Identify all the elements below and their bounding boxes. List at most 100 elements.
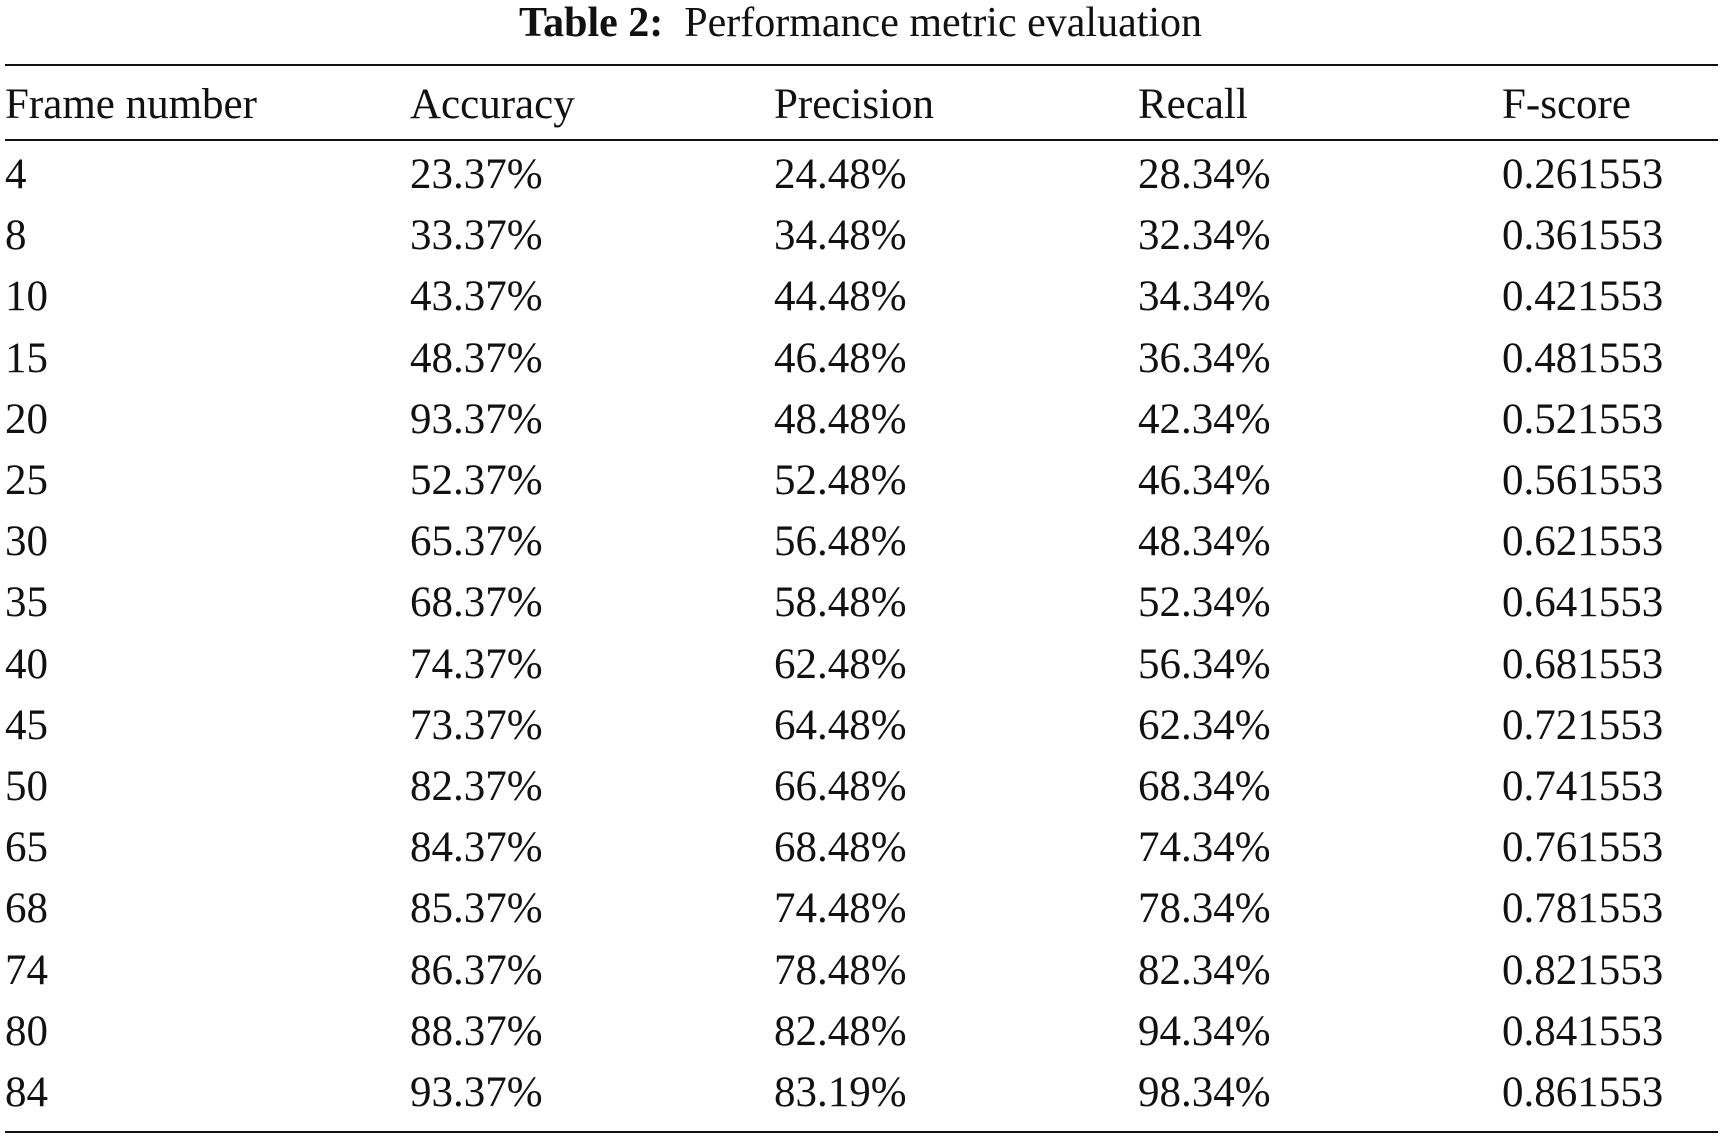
cell-f-score: 0.821553: [1502, 946, 1664, 994]
cell-frame-number: 74: [5, 946, 48, 994]
cell-frame-number: 35: [5, 579, 48, 627]
table-row: 30 65.37% 56.48% 48.34% 0.621553: [5, 511, 1718, 572]
cell-frame-number: 10: [5, 273, 48, 321]
header-accuracy: Accuracy: [410, 81, 575, 128]
cell-f-score: 0.841553: [1502, 1007, 1664, 1055]
cell-f-score: 0.521553: [1502, 395, 1664, 443]
table-row: 45 73.37% 64.48% 62.34% 0.721553: [5, 695, 1718, 756]
cell-frame-number: 20: [5, 395, 48, 443]
cell-accuracy: 68.37%: [410, 579, 543, 627]
table-header-row: Frame number Accuracy Precision Recall F…: [5, 66, 1718, 141]
cell-precision: 58.48%: [774, 579, 907, 627]
cell-recall: 98.34%: [1138, 1068, 1271, 1116]
cell-accuracy: 93.37%: [410, 395, 543, 443]
cell-f-score: 0.641553: [1502, 579, 1664, 627]
table-row: 8 33.37% 34.48% 32.34% 0.361553: [5, 205, 1718, 266]
table-header-rule: [5, 139, 1718, 141]
cell-f-score: 0.261553: [1502, 151, 1664, 199]
cell-f-score: 0.761553: [1502, 824, 1664, 872]
table-row: 74 86.37% 78.48% 82.34% 0.821553: [5, 939, 1718, 1000]
cell-f-score: 0.561553: [1502, 457, 1664, 505]
cell-f-score: 0.481553: [1502, 334, 1664, 382]
cell-accuracy: 88.37%: [410, 1007, 543, 1055]
cell-f-score: 0.681553: [1502, 640, 1664, 688]
cell-precision: 24.48%: [774, 151, 907, 199]
cell-recall: 36.34%: [1138, 334, 1271, 382]
cell-precision: 62.48%: [774, 640, 907, 688]
cell-accuracy: 48.37%: [410, 334, 543, 382]
cell-precision: 68.48%: [774, 824, 907, 872]
table-caption: Table 2: Performance metric evaluation: [0, 0, 1721, 56]
table-row: 35 68.37% 58.48% 52.34% 0.641553: [5, 572, 1718, 633]
cell-precision: 66.48%: [774, 762, 907, 810]
cell-recall: 46.34%: [1138, 457, 1271, 505]
cell-accuracy: 43.37%: [410, 273, 543, 321]
cell-f-score: 0.721553: [1502, 701, 1664, 749]
cell-frame-number: 50: [5, 762, 48, 810]
cell-recall: 48.34%: [1138, 518, 1271, 566]
cell-accuracy: 52.37%: [410, 457, 543, 505]
header-f-score: F-score: [1502, 81, 1631, 128]
cell-frame-number: 4: [5, 151, 27, 199]
table-row: 25 52.37% 52.48% 46.34% 0.561553: [5, 450, 1718, 511]
cell-recall: 52.34%: [1138, 579, 1271, 627]
cell-f-score: 0.361553: [1502, 212, 1664, 260]
cell-accuracy: 82.37%: [410, 762, 543, 810]
cell-frame-number: 40: [5, 640, 48, 688]
cell-frame-number: 25: [5, 457, 48, 505]
cell-frame-number: 68: [5, 885, 48, 933]
table-row: 84 93.37% 83.19% 98.34% 0.861553: [5, 1062, 1718, 1123]
cell-f-score: 0.421553: [1502, 273, 1664, 321]
table-row: 40 74.37% 62.48% 56.34% 0.681553: [5, 634, 1718, 695]
table-row: 68 85.37% 74.48% 78.34% 0.781553: [5, 878, 1718, 939]
cell-recall: 74.34%: [1138, 824, 1271, 872]
cell-recall: 78.34%: [1138, 885, 1271, 933]
cell-precision: 34.48%: [774, 212, 907, 260]
cell-recall: 28.34%: [1138, 151, 1271, 199]
header-recall: Recall: [1138, 81, 1248, 128]
table-caption-text: Performance metric evaluation: [684, 0, 1203, 46]
table-row: 80 88.37% 82.48% 94.34% 0.841553: [5, 1001, 1718, 1062]
cell-recall: 68.34%: [1138, 762, 1271, 810]
performance-metrics-table: Frame number Accuracy Precision Recall F…: [5, 66, 1718, 1123]
cell-accuracy: 73.37%: [410, 701, 543, 749]
cell-accuracy: 86.37%: [410, 946, 543, 994]
cell-f-score: 0.621553: [1502, 518, 1664, 566]
cell-recall: 82.34%: [1138, 946, 1271, 994]
cell-frame-number: 15: [5, 334, 48, 382]
cell-accuracy: 74.37%: [410, 640, 543, 688]
cell-recall: 34.34%: [1138, 273, 1271, 321]
cell-precision: 48.48%: [774, 395, 907, 443]
cell-accuracy: 93.37%: [410, 1068, 543, 1116]
table-row: 50 82.37% 66.48% 68.34% 0.741553: [5, 756, 1718, 817]
table-top-rule: [5, 64, 1718, 66]
cell-precision: 64.48%: [774, 701, 907, 749]
cell-f-score: 0.861553: [1502, 1068, 1664, 1116]
table-caption-label: Table 2:: [518, 0, 664, 46]
cell-frame-number: 65: [5, 824, 48, 872]
cell-accuracy: 84.37%: [410, 824, 543, 872]
cell-recall: 94.34%: [1138, 1007, 1271, 1055]
cell-frame-number: 30: [5, 518, 48, 566]
cell-precision: 82.48%: [774, 1007, 907, 1055]
table-row: 65 84.37% 68.48% 74.34% 0.761553: [5, 817, 1718, 878]
cell-precision: 52.48%: [774, 457, 907, 505]
cell-recall: 32.34%: [1138, 212, 1271, 260]
cell-recall: 56.34%: [1138, 640, 1271, 688]
cell-accuracy: 33.37%: [410, 212, 543, 260]
cell-recall: 42.34%: [1138, 395, 1271, 443]
cell-precision: 56.48%: [774, 518, 907, 566]
header-precision: Precision: [774, 81, 935, 128]
cell-precision: 44.48%: [774, 273, 907, 321]
cell-accuracy: 65.37%: [410, 518, 543, 566]
cell-f-score: 0.741553: [1502, 762, 1664, 810]
cell-frame-number: 45: [5, 701, 48, 749]
cell-precision: 78.48%: [774, 946, 907, 994]
table-row: 10 43.37% 44.48% 34.34% 0.421553: [5, 266, 1718, 327]
cell-frame-number: 84: [5, 1068, 48, 1116]
cell-frame-number: 80: [5, 1007, 48, 1055]
cell-f-score: 0.781553: [1502, 885, 1664, 933]
cell-recall: 62.34%: [1138, 701, 1271, 749]
cell-accuracy: 23.37%: [410, 151, 543, 199]
table-row: 15 48.37% 46.48% 36.34% 0.481553: [5, 328, 1718, 389]
